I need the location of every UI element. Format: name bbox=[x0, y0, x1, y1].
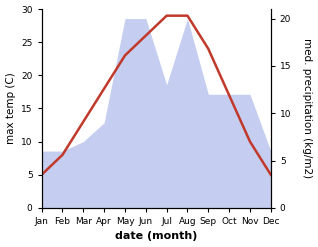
X-axis label: date (month): date (month) bbox=[115, 231, 197, 242]
Y-axis label: max temp (C): max temp (C) bbox=[5, 73, 16, 144]
Y-axis label: med. precipitation (kg/m2): med. precipitation (kg/m2) bbox=[302, 38, 313, 179]
